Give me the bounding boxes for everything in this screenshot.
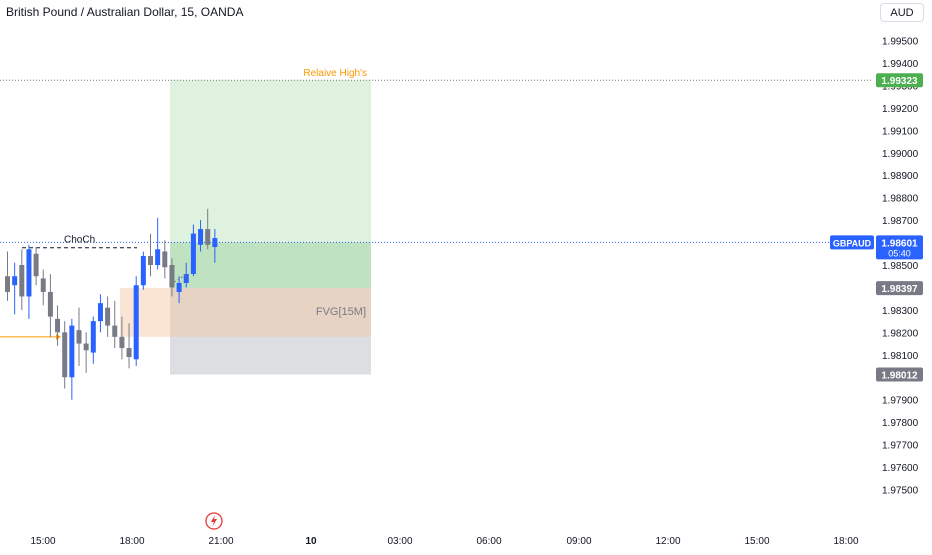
choch-label: ChoCh [64,235,95,246]
flash-icon-bolt [211,515,217,527]
y-tick-label: 1.99200 [882,104,919,115]
price-tag-stop-text: 1.98012 [881,371,918,382]
chart-title: British Pound / Australian Dollar, 15, O… [6,5,244,19]
y-tick-label: 1.97700 [882,441,919,452]
position-profit-zone [170,242,371,289]
fvg-label: FVG[15M] [316,306,366,318]
candle-body [26,249,32,297]
candle-body [97,303,103,322]
candle-body [62,332,68,378]
price-tag-relative-high-text: 1.99323 [881,76,918,87]
price-tag-relative-high [876,73,923,88]
fvg-zone [120,288,371,337]
candle-body [126,348,132,358]
y-tick-label: 1.98500 [882,261,919,272]
candle-body [47,291,53,317]
x-tick-label: 15:00 [744,536,769,547]
symbol-tag [830,235,874,250]
y-tick-label: 1.99500 [882,37,919,48]
y-tick-label: 1.99100 [882,126,919,137]
candle-body [133,285,139,360]
candle-body [5,276,10,292]
price-tag-zone [876,281,923,296]
y-tick-label: 1.98100 [882,351,919,362]
y-tick-label: 1.97500 [882,486,919,497]
y-tick-label: 1.98800 [882,194,919,205]
candle-body [83,343,89,351]
target-zone [170,80,371,289]
candle-body [76,330,82,344]
symbol-tag-text: GBPAUD [833,238,872,248]
x-tick-label: 21:00 [208,536,233,547]
x-tick-label: 18:00 [119,536,144,547]
y-tick-label: 1.97900 [882,396,919,407]
price-tag-last [876,235,923,260]
y-tick-label: 1.99000 [882,149,919,160]
candle-body [212,238,218,248]
candle-body [12,276,18,286]
candle-body [90,321,96,353]
candle-body [176,282,182,292]
candle-body [148,256,153,265]
candle-body [55,318,61,333]
projection-line [169,274,187,286]
x-tick-label: 03:00 [387,536,412,547]
x-tick-label: 12:00 [655,536,680,547]
candle-body [40,278,46,292]
currency-button[interactable]: AUD [880,3,924,22]
candle-body [140,256,146,286]
countdown-text: 05:40 [888,248,911,258]
candle-body [190,233,196,274]
candle-body [105,307,111,326]
y-tick-label: 1.98300 [882,306,919,317]
fvg-origin-arrow-icon [56,333,61,340]
candle-body [198,229,204,245]
y-tick-label: 1.99400 [882,59,919,70]
x-tick-label: 09:00 [566,536,591,547]
candle-body [183,273,189,283]
price-tag-stop [876,367,923,382]
y-tick-label: 1.98200 [882,328,919,339]
x-tick-label: 15:00 [30,536,55,547]
candle-body [162,251,168,268]
x-tick-label: 06:00 [476,536,501,547]
candle-body [119,336,125,349]
x-tick-label: 10 [305,536,317,547]
price-tag-zone-text: 1.98397 [881,284,918,295]
relative-high-label: Relaive High's [303,68,367,79]
x-tick-label: 18:00 [833,536,858,547]
candles [5,208,218,400]
candle-body [205,229,211,245]
price-tag-last-text: 1.98601 [881,238,918,249]
candle-body [69,325,75,378]
y-tick-label: 1.98900 [882,171,919,182]
y-tick-label: 1.97600 [882,463,919,474]
y-tick-label: 1.97800 [882,418,919,429]
stop-zone [170,288,371,375]
candle-body [33,253,39,277]
candle-body [169,265,175,288]
candle-body [155,249,161,265]
candle-body [19,265,25,297]
y-tick-label: 1.98700 [882,216,919,227]
candle-body [112,325,118,337]
